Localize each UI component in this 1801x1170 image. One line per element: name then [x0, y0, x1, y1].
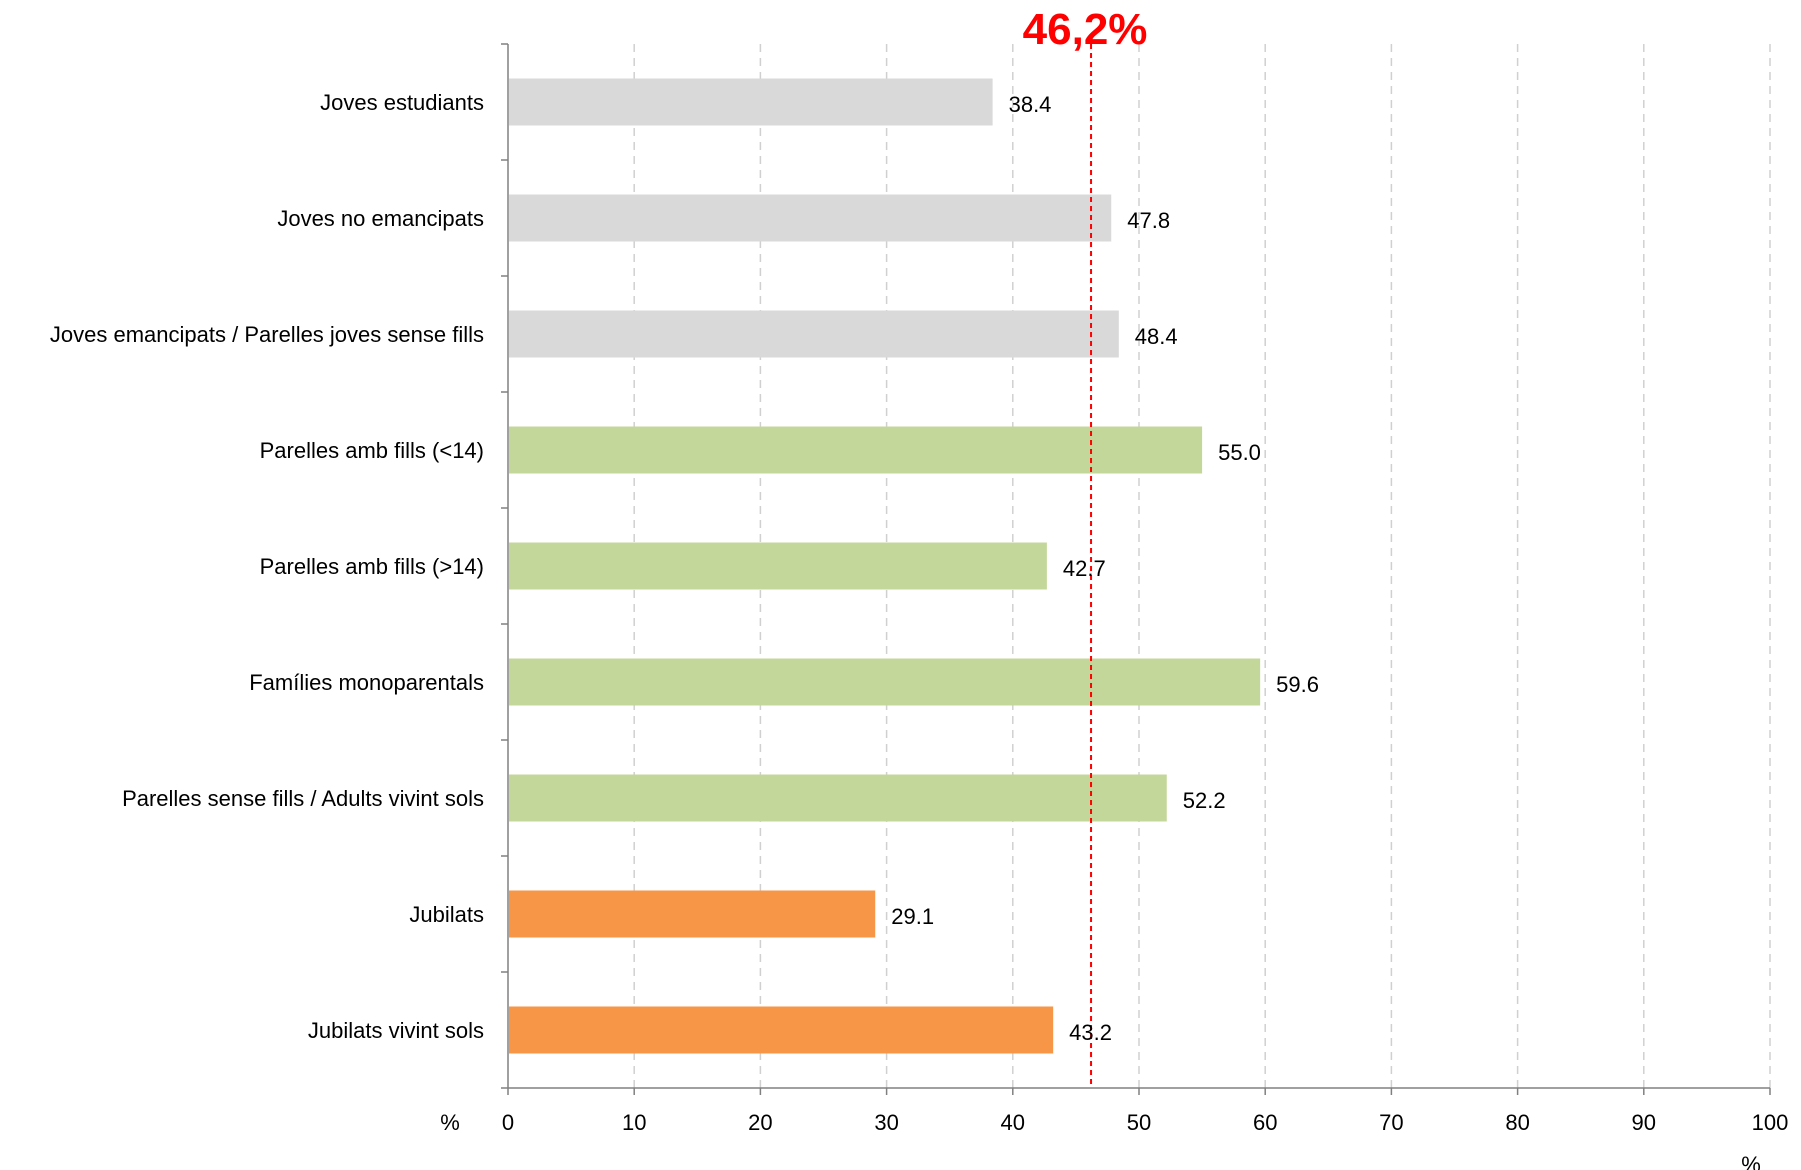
bar — [509, 658, 1261, 706]
labels: Joves estudiants Joves no emancipats Joves… — [50, 90, 1788, 1170]
x-tick-label: 40 — [1001, 1110, 1025, 1135]
category-label: Joves emancipats / Parelles joves sense … — [50, 322, 484, 347]
category-label: Parelles amb fills (>14) — [260, 554, 484, 579]
x-tick-label: 50 — [1127, 1110, 1151, 1135]
data-label: 48.4 — [1135, 324, 1178, 349]
x-unit-label-left: % — [440, 1110, 460, 1135]
x-tick-label: 70 — [1379, 1110, 1403, 1135]
x-tick-label: 60 — [1253, 1110, 1277, 1135]
bar — [509, 426, 1203, 474]
bar — [509, 194, 1112, 242]
reference-line-group: 46,2% — [1023, 5, 1148, 1088]
bar — [509, 774, 1167, 822]
data-label: 43.2 — [1069, 1020, 1112, 1045]
x-tick-label: 30 — [874, 1110, 898, 1135]
category-label: Jubilats — [409, 902, 484, 927]
category-label: Parelles sense fills / Adults vivint sol… — [122, 786, 484, 811]
data-label: 38.4 — [1009, 92, 1052, 117]
bars — [509, 78, 1261, 1054]
axes — [501, 43, 1771, 1095]
bar — [509, 310, 1119, 358]
data-label: 47.8 — [1127, 208, 1170, 233]
x-unit-label-bottom: % — [1741, 1152, 1761, 1170]
category-label: Jubilats vivint sols — [308, 1018, 484, 1043]
data-label: 29.1 — [891, 904, 934, 929]
bar — [509, 542, 1047, 590]
x-tick-label: 0 — [502, 1110, 514, 1135]
data-label: 55.0 — [1218, 440, 1261, 465]
bar — [509, 78, 993, 126]
category-label: Joves no emancipats — [277, 206, 484, 231]
reference-line-label: 46,2% — [1023, 5, 1148, 54]
data-label: 52.2 — [1183, 788, 1226, 813]
bar — [509, 890, 876, 938]
x-tick-label: 80 — [1505, 1110, 1529, 1135]
x-tick-label: 90 — [1632, 1110, 1656, 1135]
x-tick-label: 20 — [748, 1110, 772, 1135]
data-label: 42.7 — [1063, 556, 1106, 581]
category-label: Joves estudiants — [320, 90, 484, 115]
category-label: Famílies monoparentals — [249, 670, 484, 695]
x-tick-label: 10 — [622, 1110, 646, 1135]
data-label: 59.6 — [1276, 672, 1319, 697]
x-tick-label: 100 — [1752, 1110, 1789, 1135]
bar — [509, 1006, 1054, 1054]
category-label: Parelles amb fills (<14) — [260, 438, 484, 463]
